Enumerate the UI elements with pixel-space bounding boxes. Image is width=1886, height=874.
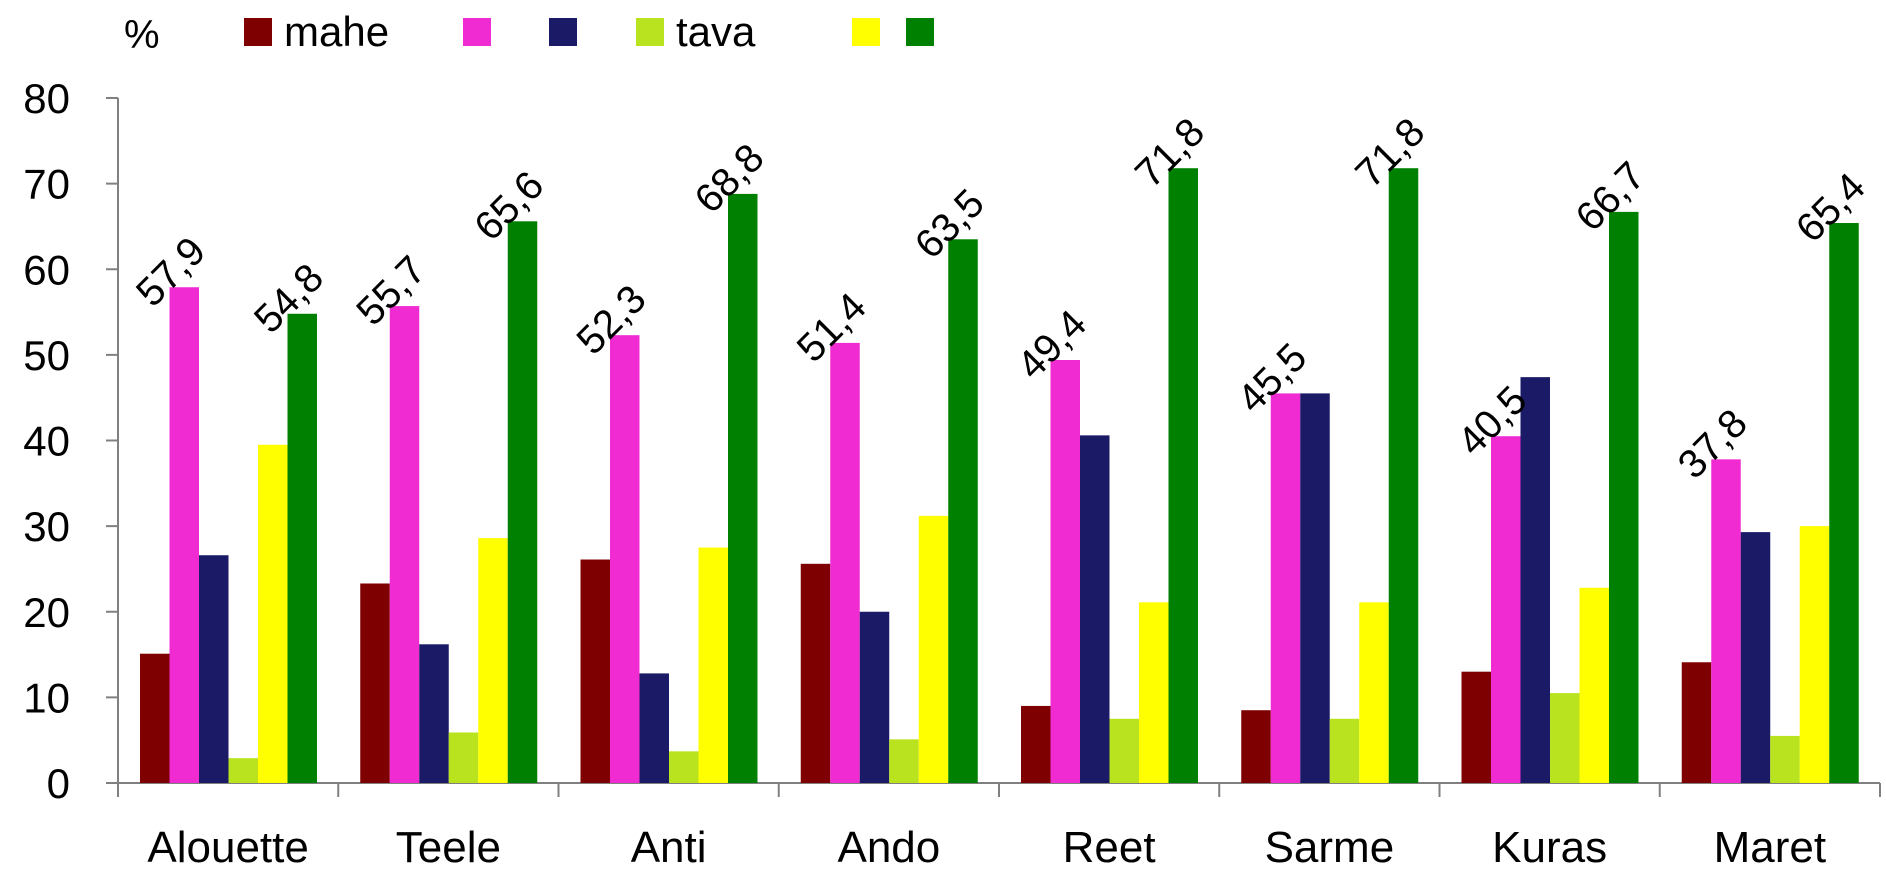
y-tick-label: 40 [23,418,70,465]
bar [580,559,610,783]
bar [1241,710,1271,783]
bar [1021,705,1051,783]
data-label: 55,7 [348,248,434,334]
y-tick-label: 30 [23,503,70,550]
bar [140,653,170,783]
x-category-label: Kuras [1492,823,1607,869]
bar [1168,168,1198,783]
y-tick-label: 20 [23,589,70,636]
data-label: 71,8 [1127,110,1213,196]
bar [287,313,317,783]
y-tick-label: 80 [23,75,70,122]
legend-swatch [244,18,272,46]
x-category-label: Ando [837,823,940,869]
bar [1300,393,1330,783]
bar [889,739,919,783]
bar [1550,693,1580,783]
bar [169,287,199,783]
bar [1050,360,1080,783]
bar [1829,223,1859,783]
bar [1109,718,1139,783]
bar [610,335,640,783]
legend: mahe tava [244,8,934,55]
bar [1080,435,1110,783]
bar [728,193,758,783]
bar [639,673,669,783]
data-label: 37,8 [1670,401,1756,487]
x-category-label: Maret [1714,823,1826,869]
bar [1711,459,1741,783]
bar [1139,602,1169,783]
x-category-label: Reet [1063,823,1156,869]
bar [669,751,699,783]
bar [199,555,229,783]
x-category-label: Teele [396,823,501,869]
bar [419,644,449,783]
bar [389,306,420,783]
bar [1329,718,1360,783]
bar [228,758,258,783]
y-axis: 0 10 20 30 40 50 60 70 80 [23,75,119,807]
bar [1770,735,1800,783]
bar [1740,532,1771,783]
data-label: 52,3 [568,277,654,363]
bar [507,221,538,784]
bar [1491,436,1521,783]
data-label: 66,7 [1567,154,1653,240]
data-label: 68,8 [686,136,772,222]
legend-swatch [549,18,577,46]
bar [918,515,949,783]
bar [1388,168,1419,783]
bar [830,342,860,783]
y-unit-label: % [124,13,160,57]
bar [1461,671,1491,783]
data-label: 57,9 [128,229,214,315]
data-label: 54,8 [246,255,332,341]
data-label: 49,4 [1009,302,1095,388]
x-category-label: Alouette [147,823,308,869]
bars [140,168,1859,784]
y-tick-label: 0 [47,760,70,807]
data-label: 51,4 [789,285,875,371]
bar [478,538,508,783]
y-tick-label: 10 [23,674,70,721]
bar [859,611,890,783]
bar [800,563,831,783]
bar [698,547,728,783]
y-tick-label: 60 [23,246,70,293]
bar [448,732,479,783]
bar [948,239,978,783]
bar [258,444,288,783]
y-tick-label: 70 [23,161,70,208]
bar [1520,377,1550,783]
bar [1681,662,1712,783]
data-label: 65,6 [466,163,552,249]
data-label: 71,8 [1347,110,1433,196]
x-axis: Alouette Teele Anti Ando Reet Sarme Kuras Maret [117,782,1881,872]
bar [1270,393,1301,783]
y-tick-label: 50 [23,332,70,379]
legend-label: tava [676,8,756,55]
x-category-label: Anti [631,823,707,869]
legend-swatch [906,18,934,46]
legend-swatch [852,18,880,46]
legend-swatch [636,18,664,46]
bar [1579,587,1609,783]
bar [1359,602,1389,783]
legend-swatch [463,18,491,46]
data-label: 63,5 [907,181,993,267]
bar [360,583,390,783]
data-label: 65,4 [1788,165,1874,251]
bar [1799,526,1830,783]
x-category-label: Sarme [1265,823,1395,869]
bar [1609,211,1639,784]
legend-label: mahe [284,8,389,55]
